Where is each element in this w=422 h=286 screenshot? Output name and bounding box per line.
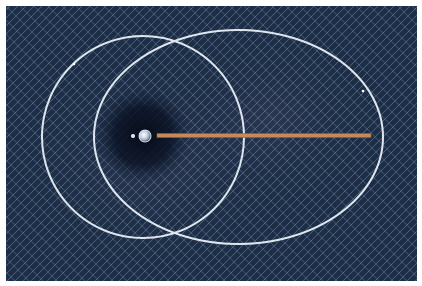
page — [0, 0, 422, 286]
hatch — [6, 6, 417, 281]
planet — [139, 130, 151, 142]
marker — [73, 63, 76, 66]
marker — [362, 90, 365, 93]
scene — [0, 0, 422, 286]
moon — [131, 134, 135, 138]
trajectory-bar — [157, 134, 371, 138]
